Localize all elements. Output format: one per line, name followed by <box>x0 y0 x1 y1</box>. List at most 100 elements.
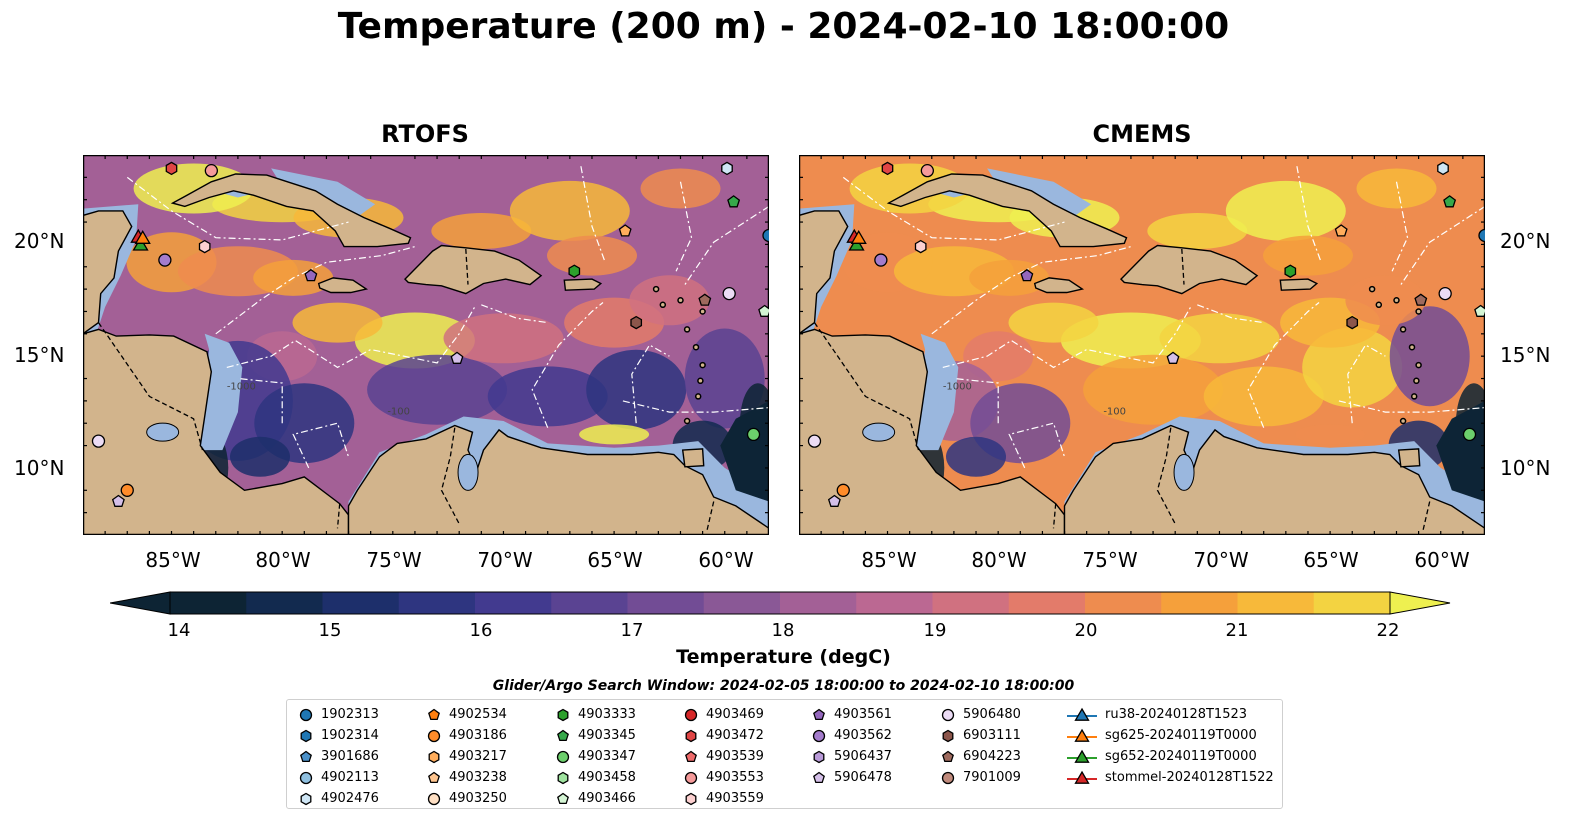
legend-circle-icon <box>684 708 698 721</box>
legend-circle-icon <box>299 708 313 721</box>
cmems-island <box>1413 377 1420 385</box>
legend-pentagon-icon <box>428 771 440 783</box>
cmems-island <box>1393 297 1400 304</box>
rtofs-lake-maracaibo <box>457 453 479 491</box>
rtofs-island <box>652 285 660 293</box>
colorbar-segment <box>246 592 324 614</box>
rtofs-temperature-patch <box>292 302 383 343</box>
map-rtofs: -100 -1000 <box>83 155 769 535</box>
cmems-glider-sg652 <box>848 236 865 251</box>
legend-item: 4903559 <box>682 788 764 809</box>
rtofs-eez-boundary <box>215 246 416 335</box>
cmems-marker-6903111 <box>1346 315 1359 330</box>
rtofs-land-yucatan <box>83 210 133 335</box>
colorbar-tick-22: 22 <box>1376 620 1400 641</box>
colorbar-label: Temperature (degC) <box>676 646 891 668</box>
legend-circle-icon <box>941 708 955 721</box>
cmems-marker-4902113 <box>807 434 822 448</box>
rtofs-marker-4903472 <box>165 161 178 176</box>
cmems-eez-boundary <box>1391 181 1409 272</box>
legend-item: 4903553 <box>682 767 764 788</box>
colorbar-segment <box>322 592 400 614</box>
legend-item: 5906478 <box>810 767 892 788</box>
rtofs-country-border <box>336 503 341 529</box>
rtofs-country-border <box>440 427 460 525</box>
lat-label-15n-left: 15°N <box>14 343 65 367</box>
rtofs-marker-4903562 <box>158 253 172 267</box>
legend-hexagon-icon <box>942 729 954 742</box>
lat-label-20n-left: 20°N <box>14 229 65 253</box>
legend-circle-icon <box>427 729 441 742</box>
legend-label: 4903186 <box>449 728 507 743</box>
legend-item: sg625-20240119T0000 <box>1065 725 1274 746</box>
cmems-temperature-patch <box>1159 313 1280 364</box>
rtofs-eez-boundary <box>675 181 693 272</box>
colorbar-extend-max <box>1389 591 1451 615</box>
legend-item: 4903561 <box>810 704 892 725</box>
cmems-eez-boundary <box>931 246 1132 335</box>
cmems-island <box>1415 308 1422 315</box>
cmems-country-border <box>1422 501 1431 531</box>
legend-hexagon-icon <box>300 729 312 742</box>
rtofs-marker-4903553 <box>204 163 218 178</box>
cmems-land-south-america <box>1063 424 1485 535</box>
rtofs-island <box>683 326 691 333</box>
cmems-shallow-shelf <box>916 333 959 451</box>
cmems-temperature-patch <box>1389 306 1470 407</box>
legend-circle-icon <box>684 771 698 784</box>
rtofs-eez-boundary <box>531 302 604 428</box>
lon-label-80w-left: 80°W <box>255 548 311 572</box>
legend-item: 4903345 <box>554 725 636 746</box>
legend-circle-icon <box>812 729 826 742</box>
rtofs-eez-boundary <box>684 205 769 285</box>
lon-label-65w-right: 65°W <box>1303 548 1359 572</box>
cmems-marker-4903217 <box>1334 224 1348 237</box>
lon-label-65w-left: 65°W <box>587 548 643 572</box>
cmems-country-border <box>1156 427 1176 525</box>
cmems-land-jamaica <box>1033 277 1085 294</box>
rtofs-country-border <box>465 248 469 285</box>
cmems-marker-5906437 <box>827 494 841 507</box>
cmems-eez-boundary <box>842 176 1065 241</box>
cmems-marker-4903561 <box>1020 268 1034 282</box>
legend-circle-icon <box>941 771 955 784</box>
rtofs-marker-4903217 <box>618 224 632 237</box>
colorbar-segment <box>398 592 476 614</box>
colorbar-segment <box>703 592 781 614</box>
legend-label: 4903559 <box>706 791 764 806</box>
cmems-isobath-label: -100 <box>1103 406 1126 417</box>
rtofs-marker-4903559 <box>198 239 211 254</box>
colorbar <box>110 591 1451 615</box>
legend-label: 4903250 <box>449 791 507 806</box>
rtofs-land-cuba <box>170 173 412 248</box>
legend-item: 7901009 <box>939 767 1021 788</box>
legend-triangle-icon <box>1067 707 1097 721</box>
rtofs-glider-sg625 <box>134 230 151 244</box>
lon-label-60w-right: 60°W <box>1414 548 1470 572</box>
legend-pentagon-icon <box>557 792 569 804</box>
cmems-marker-4903186 <box>836 483 850 497</box>
legend-circle-icon <box>427 792 441 805</box>
legend-column: 5906480 6903111 6904223 7901009 <box>939 704 1021 788</box>
legend-item: 4903250 <box>425 788 507 809</box>
cmems-lake-nicaragua <box>862 422 896 442</box>
colorbar-segment <box>1237 592 1315 614</box>
cmems-temperature-patch <box>1356 168 1437 209</box>
cmems-eez-boundary <box>953 377 999 424</box>
lat-label-15n-right: 15°N <box>1500 343 1551 367</box>
cmems-temperature-patch <box>1083 354 1224 425</box>
legend-hexagon-icon <box>557 771 569 784</box>
rtofs-temperature-patch <box>579 424 650 445</box>
legend-hexagon-icon <box>428 750 440 763</box>
legend-circle-icon <box>941 771 955 784</box>
rtofs-land-south-america <box>347 424 769 535</box>
cmems-eez-boundary <box>1247 302 1320 428</box>
legend-label: 1902313 <box>321 707 379 722</box>
cmems-island <box>1368 285 1376 293</box>
legend-hexagon-icon <box>300 792 312 805</box>
colorbar-tick-21: 21 <box>1225 620 1249 641</box>
legend-column: 4903561 4903562 5906437 5906478 <box>810 704 892 788</box>
legend-triangle-icon <box>1067 770 1097 784</box>
legend-item: 4902113 <box>297 767 379 788</box>
colorbar-frame <box>169 591 1391 615</box>
